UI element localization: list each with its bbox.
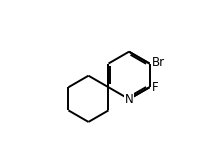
Text: Br: Br (152, 57, 165, 69)
Text: F: F (152, 81, 159, 94)
Text: N: N (125, 93, 134, 106)
